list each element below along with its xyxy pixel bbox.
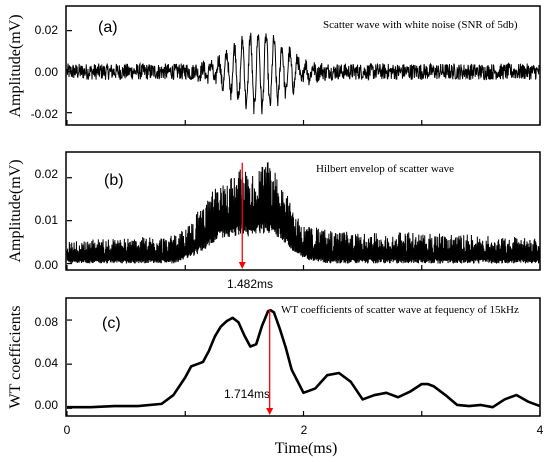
panel-b-ytick-label: 0.01 xyxy=(35,213,59,227)
panel-c-ytick-label: 0.08 xyxy=(35,315,59,329)
panel-a-label: (a) xyxy=(98,19,118,36)
panel-c-ylabel: WT coefficients xyxy=(7,306,24,409)
tick-marks xyxy=(66,30,541,416)
panel-c-plot xyxy=(67,308,541,409)
panel-a-plot xyxy=(66,32,541,115)
panel-b-plot xyxy=(66,162,541,264)
panel-b-ylabel: Amplitude(mV) xyxy=(7,159,24,262)
panel-c-annotation: WT coefficients of scatter wave at feque… xyxy=(281,304,519,316)
panel-c-marker-arrowhead xyxy=(266,408,274,415)
panel-b-series-line xyxy=(66,162,541,264)
panel-b-ytick-label: 0.02 xyxy=(35,167,59,181)
marker-arrows xyxy=(238,162,274,415)
panel-a-ytick-label: 0.00 xyxy=(35,65,59,79)
xtick-label: 0 xyxy=(64,423,71,437)
panel-a-series-line xyxy=(66,32,541,115)
panel-c-ytick-label: 0.04 xyxy=(35,356,59,370)
panel-b-ytick-label: 0.00 xyxy=(35,258,59,272)
panel-c-marker-label: 1.714ms xyxy=(224,387,270,401)
xaxis-title: Time(ms) xyxy=(275,440,338,457)
panel-a-ytick-label: -0.02 xyxy=(31,107,59,121)
panel-b-annotation: Hilbert envelop of scatter wave xyxy=(316,163,454,175)
panel-a-ytick-label: 0.02 xyxy=(35,23,59,37)
panel-a-ylabel: Amplitude(mV) xyxy=(7,14,24,117)
panel-c-series-line xyxy=(67,308,541,409)
panel-b-marker-label: 1.482ms xyxy=(227,277,273,291)
panel-b-marker-arrowhead xyxy=(238,262,246,269)
panel-b-label: (b) xyxy=(104,172,124,189)
panel-c-ytick-label: 0.00 xyxy=(35,398,59,412)
panel-a-annotation: Scatter wave with white noise (SNR of 5d… xyxy=(323,19,518,31)
panel-c-label: (c) xyxy=(102,315,121,332)
xtick-label: 4 xyxy=(537,423,544,437)
xtick-label: 2 xyxy=(301,423,308,437)
